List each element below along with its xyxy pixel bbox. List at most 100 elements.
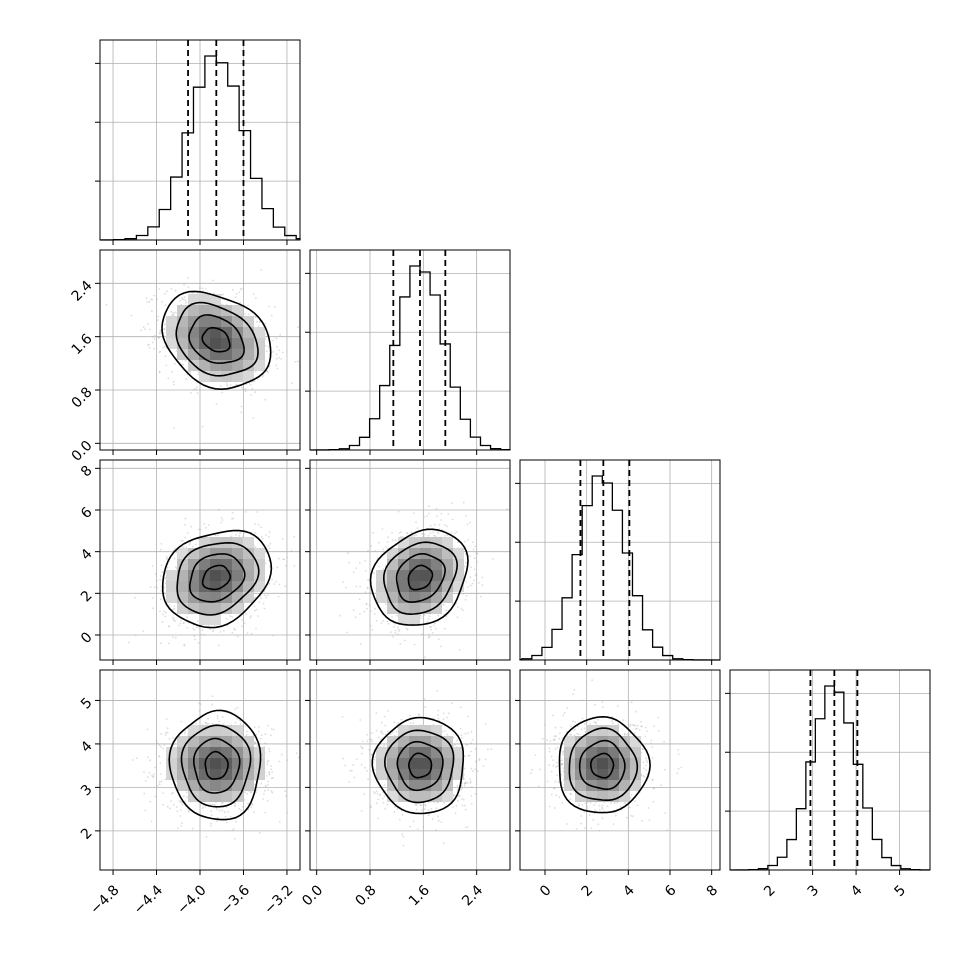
scatter-point bbox=[240, 723, 242, 725]
scatter-point bbox=[131, 315, 133, 317]
scatter-point bbox=[219, 810, 221, 812]
scatter-point bbox=[260, 598, 262, 600]
scatter-point bbox=[284, 585, 286, 587]
scatter-point bbox=[192, 627, 194, 629]
scatter-point bbox=[163, 744, 165, 746]
scatter-point bbox=[478, 582, 480, 584]
scatter-point bbox=[440, 513, 442, 515]
scatter-point bbox=[261, 536, 263, 538]
scatter-point bbox=[256, 609, 258, 611]
scatter-point bbox=[347, 552, 349, 554]
scatter-point bbox=[252, 417, 254, 419]
scatter-point bbox=[164, 328, 166, 330]
density-cell bbox=[166, 592, 177, 603]
scatter-point bbox=[387, 804, 389, 806]
scatter-point bbox=[467, 524, 469, 526]
scatter-point bbox=[473, 580, 475, 582]
scatter-point bbox=[187, 532, 189, 534]
density-cell bbox=[166, 316, 177, 327]
scatter-point bbox=[238, 808, 240, 810]
scatter-point bbox=[210, 810, 212, 812]
scatter-point bbox=[214, 804, 216, 806]
scatter-point bbox=[206, 836, 208, 838]
scatter-point bbox=[157, 336, 159, 338]
ytick-label-3-0: 2 bbox=[78, 825, 96, 843]
scatter-point bbox=[413, 535, 415, 537]
scatter-point bbox=[162, 621, 164, 623]
scatter-point bbox=[210, 825, 212, 827]
xtick-label-0-3: −3.6 bbox=[218, 882, 253, 917]
scatter-point bbox=[158, 288, 160, 290]
scatter-point bbox=[370, 545, 372, 547]
scatter-point bbox=[153, 348, 155, 350]
scatter-point bbox=[160, 762, 162, 764]
scatter-point bbox=[190, 392, 192, 394]
scatter-point bbox=[436, 508, 438, 510]
scatter-point bbox=[440, 646, 442, 648]
scatter-point bbox=[145, 780, 147, 782]
scatter-point bbox=[348, 781, 350, 783]
scatter-point bbox=[271, 315, 273, 317]
scatter-point bbox=[268, 536, 270, 538]
density-cell bbox=[210, 736, 221, 747]
scatter-point bbox=[230, 615, 232, 617]
scatter-point bbox=[445, 609, 447, 611]
ytick-label-1-0: 0.0 bbox=[69, 438, 96, 465]
scatter-point bbox=[269, 548, 271, 550]
scatter-point bbox=[268, 748, 270, 750]
scatter-point bbox=[211, 704, 213, 706]
scatter-point bbox=[268, 545, 270, 547]
scatter-point bbox=[135, 634, 137, 636]
scatter-point bbox=[472, 541, 474, 543]
scatter-point bbox=[221, 517, 223, 519]
scatter-point bbox=[278, 558, 280, 560]
scatter-point bbox=[202, 426, 204, 428]
scatter-point bbox=[203, 523, 205, 525]
scatter-point bbox=[356, 758, 358, 760]
scatter-point bbox=[244, 623, 246, 625]
scatter-point bbox=[169, 808, 171, 810]
scatter-point bbox=[267, 789, 269, 791]
scatter-point bbox=[175, 290, 177, 292]
scatter-point bbox=[363, 611, 365, 613]
scatter-point bbox=[426, 621, 428, 623]
scatter-point bbox=[183, 795, 185, 797]
scatter-point bbox=[293, 536, 295, 538]
scatter-point bbox=[270, 769, 272, 771]
scatter-point bbox=[159, 371, 161, 373]
scatter-point bbox=[264, 595, 266, 597]
scatter-point bbox=[359, 562, 361, 564]
scatter-point bbox=[267, 800, 269, 802]
scatter-point bbox=[193, 635, 195, 637]
scatter-point bbox=[415, 521, 417, 523]
scatter-point bbox=[159, 351, 161, 353]
scatter-point bbox=[190, 526, 192, 528]
scatter-point bbox=[429, 626, 431, 628]
scatter-point bbox=[157, 785, 159, 787]
density-cell bbox=[188, 305, 199, 316]
scatter-point bbox=[390, 631, 392, 633]
scatter-point bbox=[255, 628, 257, 630]
scatter-point bbox=[387, 541, 389, 543]
scatter-point bbox=[433, 625, 435, 627]
scatter-point bbox=[265, 786, 267, 788]
scatter-point bbox=[147, 757, 149, 759]
scatter-point bbox=[258, 601, 260, 603]
scatter-point bbox=[432, 632, 434, 634]
scatter-point bbox=[395, 539, 397, 541]
scatter-point bbox=[264, 399, 266, 401]
scatter-point bbox=[392, 636, 394, 638]
scatter-point bbox=[255, 371, 257, 373]
scatter-point bbox=[175, 637, 177, 639]
scatter-point bbox=[287, 759, 289, 761]
scatter-point bbox=[157, 742, 159, 744]
scatter-point bbox=[244, 313, 246, 315]
scatter-point bbox=[153, 776, 155, 778]
scatter-point bbox=[173, 618, 175, 620]
scatter-point bbox=[296, 752, 298, 754]
scatter-point bbox=[180, 809, 182, 811]
scatter-point bbox=[251, 803, 253, 805]
scatter-point bbox=[117, 798, 119, 800]
scatter-point bbox=[260, 269, 262, 271]
